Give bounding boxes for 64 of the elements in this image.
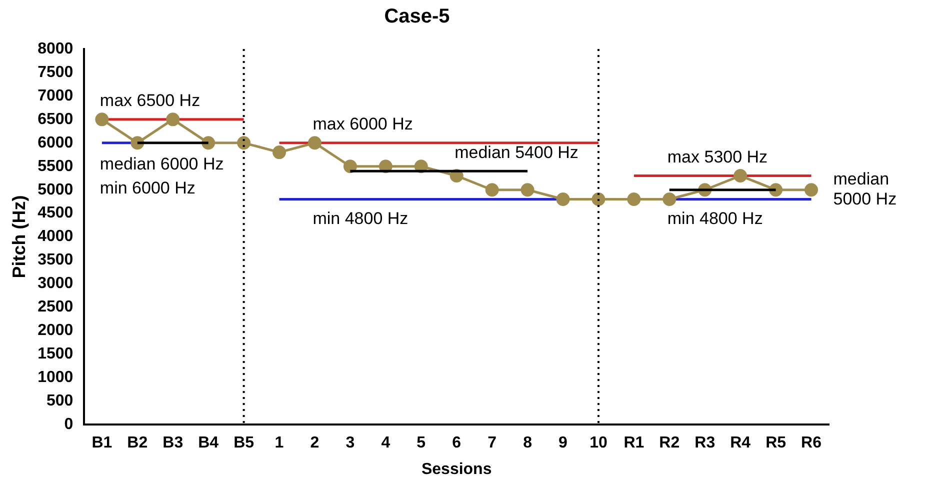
point (734, 169, 748, 183)
x-tick-label: 2 (310, 434, 320, 452)
y-tick-label: 2500 (38, 298, 74, 316)
y-tick-label: 2000 (38, 322, 74, 340)
point (95, 112, 109, 126)
y-tick-label: 7000 (38, 87, 74, 104)
annotation: median 5000 Hz (833, 170, 897, 209)
y-tick-label: 3000 (38, 275, 74, 292)
annotation: median 6000 Hz (100, 154, 224, 174)
x-tick-label: 5 (416, 434, 426, 452)
y-tick-label: 3500 (38, 252, 74, 269)
point (592, 192, 606, 206)
x-tick-label: R1 (624, 434, 644, 452)
x-tick-label: 1 (274, 434, 284, 452)
y-axis-title: Pitch (Hz) (8, 195, 29, 278)
x-tick-label: R6 (801, 434, 822, 452)
y-tick-label: 7500 (38, 64, 74, 81)
y-tick-label: 8000 (38, 40, 74, 58)
x-tick-label: 7 (488, 434, 497, 452)
y-tick-label: 4500 (38, 204, 74, 222)
x-tick-label: 6 (452, 434, 462, 452)
point (520, 183, 534, 197)
point (556, 192, 570, 206)
point (627, 192, 641, 206)
point (804, 183, 818, 197)
x-tick-label: R3 (694, 434, 716, 452)
annotation: max 5300 Hz (667, 147, 768, 166)
point (237, 136, 251, 150)
y-tick-label: 500 (46, 392, 74, 410)
point (343, 160, 357, 174)
point (166, 112, 180, 126)
x-tick-label: 8 (523, 434, 532, 452)
x-tick-label: B5 (234, 434, 254, 452)
annotation: min 4800 Hz (667, 208, 763, 228)
y-tick-label: 5500 (38, 158, 74, 175)
chart-title: Case-5 (384, 6, 450, 28)
x-axis-title: Sessions (421, 460, 492, 478)
x-tick-label: B1 (92, 434, 112, 452)
y-tick-label: 0 (64, 416, 74, 434)
y-tick-label: 5000 (38, 181, 74, 198)
y-tick-label: 1500 (38, 346, 74, 363)
x-tick-label: 3 (346, 434, 355, 452)
point (485, 183, 499, 197)
x-tick-label: B3 (162, 434, 184, 452)
y-tick-label: 6500 (38, 110, 74, 128)
point (272, 146, 286, 160)
x-tick-label: R5 (766, 434, 786, 452)
x-tick-label: B4 (198, 434, 219, 452)
x-tick-label: 10 (590, 434, 608, 452)
annotation: max 6000 Hz (312, 114, 413, 134)
x-tick-label: 4 (381, 434, 390, 452)
annotation: max 6500 Hz (100, 91, 200, 110)
y-tick-label: 4000 (38, 228, 74, 246)
x-tick-label: 9 (558, 434, 568, 452)
x-tick-label: R4 (730, 434, 751, 452)
x-tick-label: R2 (659, 434, 680, 452)
annotation: median 5400 Hz (454, 142, 578, 162)
point (308, 136, 322, 150)
y-tick-label: 6000 (38, 134, 74, 152)
x-tick-label: B2 (127, 434, 148, 452)
y-tick-label: 1000 (38, 369, 74, 386)
annotation: min 6000 Hz (100, 178, 196, 198)
point (662, 192, 676, 206)
annotation: min 4800 Hz (312, 208, 408, 228)
